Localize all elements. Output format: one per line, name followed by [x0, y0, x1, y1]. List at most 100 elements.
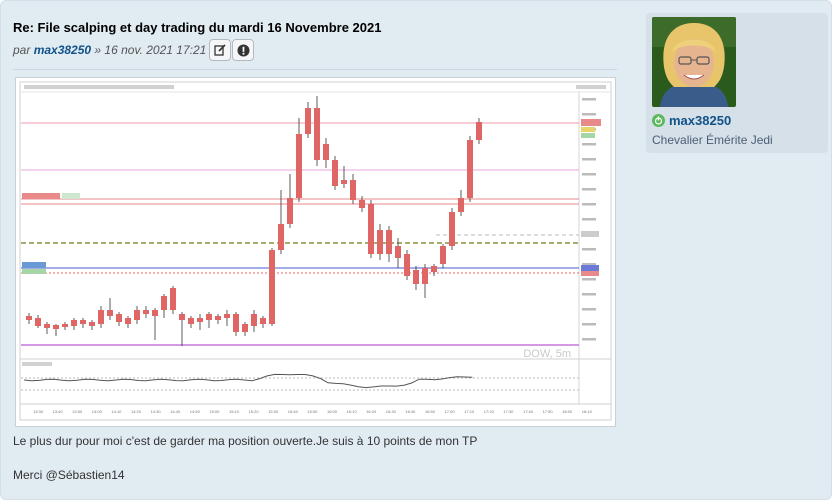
candle — [413, 270, 419, 284]
time-tick-label: 18:00 — [562, 409, 573, 414]
time-tick-label: 17:50 — [543, 409, 554, 414]
time-tick-label: 15:40 — [288, 409, 299, 414]
price-tick — [582, 143, 596, 146]
byline-prefix: par — [13, 43, 31, 57]
candle — [35, 318, 41, 326]
candle — [458, 198, 464, 212]
candle — [143, 310, 149, 314]
price-tick — [582, 203, 596, 206]
profile-rank: Chevalier Émérite Jedi — [652, 133, 773, 147]
candle — [161, 296, 167, 310]
time-tick-label: 17:00 — [445, 409, 456, 414]
candle — [269, 250, 275, 324]
candle — [323, 144, 329, 160]
candle — [242, 324, 248, 332]
author-link[interactable]: max38250 — [33, 43, 92, 57]
price-tick — [582, 323, 596, 326]
candle — [206, 314, 212, 320]
candle — [26, 316, 32, 320]
price-tick — [582, 113, 596, 116]
time-tick-label: 18:10 — [582, 409, 593, 414]
edit-icon — [214, 44, 226, 56]
price-tick — [582, 338, 596, 341]
candle — [368, 204, 374, 254]
candle — [134, 310, 140, 320]
candle — [386, 230, 392, 254]
report-button[interactable] — [232, 39, 254, 61]
avatar[interactable] — [652, 17, 736, 107]
candle — [404, 254, 410, 276]
candle — [341, 180, 347, 184]
time-tick-label: 17:40 — [523, 409, 534, 414]
time-tick-label: 14:10 — [111, 409, 122, 414]
candle — [422, 268, 428, 284]
exclamation-icon — [237, 44, 249, 56]
post-thanks: Merci @Sébastien14 — [13, 468, 125, 482]
candle — [188, 318, 194, 324]
post-date: » 16 nov. 2021 17:21 — [94, 43, 207, 57]
time-tick-label: 15:50 — [307, 409, 318, 414]
price-tick — [582, 188, 596, 191]
time-tick-label: 17:10 — [464, 409, 475, 414]
candle — [98, 310, 104, 324]
post-byline: par max38250 » 16 nov. 2021 17:21 — [13, 43, 206, 57]
candle — [224, 314, 230, 318]
candle — [278, 224, 284, 250]
price-tick — [582, 218, 596, 221]
candle — [71, 320, 77, 326]
candle — [53, 325, 59, 329]
price-tick — [582, 173, 596, 176]
time-tick-label: 16:00 — [327, 409, 338, 414]
candle — [125, 318, 131, 324]
candle — [467, 140, 473, 198]
candle — [287, 198, 293, 224]
time-tick-label: 16:50 — [425, 409, 436, 414]
candle — [179, 314, 185, 320]
time-tick-label: 15:10 — [229, 409, 240, 414]
time-tick-label: 16:20 — [366, 409, 377, 414]
username-label: max38250 — [669, 113, 732, 128]
price-tick — [582, 98, 596, 101]
candle — [377, 230, 383, 254]
candle — [359, 200, 365, 208]
author-profile: max38250 Chevalier Émérite Jedi — [646, 13, 828, 153]
candle — [332, 160, 338, 186]
candle — [305, 108, 311, 134]
candle — [350, 180, 356, 200]
candle — [44, 324, 50, 328]
price-tick — [582, 248, 596, 251]
profile-username[interactable]: max38250 — [652, 113, 731, 128]
candle — [296, 134, 302, 198]
post-message: Le plus dur pour moi c'est de garder ma … — [13, 434, 478, 448]
time-tick-label: 15:00 — [209, 409, 220, 414]
time-tick-label: 15:20 — [249, 409, 260, 414]
candle — [152, 310, 158, 316]
post-title[interactable]: Re: File scalping et day trading du mard… — [13, 20, 382, 35]
online-icon — [652, 114, 665, 127]
candle — [260, 318, 266, 324]
time-tick-label: 17:20 — [484, 409, 495, 414]
candle — [62, 324, 68, 327]
time-tick-label: 13:30 — [33, 409, 44, 414]
candle — [215, 316, 221, 320]
time-tick-label: 16:10 — [347, 409, 358, 414]
candle — [233, 314, 239, 332]
price-tick — [582, 308, 596, 311]
edit-button[interactable] — [209, 39, 231, 61]
post-separator — [13, 69, 617, 70]
candle — [89, 322, 95, 326]
time-tick-label: 14:00 — [92, 409, 103, 414]
price-tick — [582, 293, 596, 296]
chart-watermark: DOW, 5m — [523, 348, 571, 360]
candle — [80, 320, 86, 324]
price-tick — [582, 278, 596, 281]
candle — [476, 122, 482, 140]
chart-image[interactable]: DOW, 5m 13:30 13:40 13:50 14:00 14:10 14:20 14… — [15, 77, 616, 427]
time-tick-label: 14:40 — [170, 409, 181, 414]
trading-chart: DOW, 5m 13:30 13:40 13:50 14:00 14:10 14:20 14… — [16, 78, 615, 426]
time-tick-label: 15:30 — [268, 409, 279, 414]
price-tick — [582, 158, 596, 161]
candle — [170, 288, 176, 310]
candle — [449, 212, 455, 246]
